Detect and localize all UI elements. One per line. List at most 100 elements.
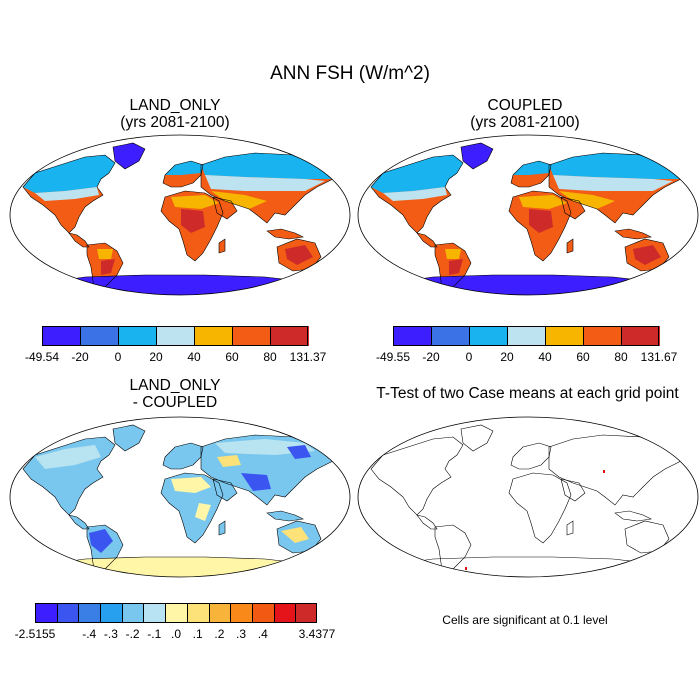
colorbar-label: -20 [71,350,89,364]
colorbar-swatch [583,326,622,346]
panel-title-line1: LAND_ONLY [129,377,221,394]
colorbar-swatch [42,326,81,346]
colorbar-divider [621,326,622,346]
panel-title-line1: T-Test of two Case means at each grid po… [376,385,679,402]
significance-note: Cells are significant at 0.1 level [442,613,608,627]
significant-cell [603,470,605,473]
colorbar-swatch [165,603,188,623]
colorbar-swatch [56,603,79,623]
colorbar-swatch [273,603,296,623]
colorbar-swatch [230,603,253,623]
panel-title-coupled: COUPLED (yrs 2081-2100) [410,97,640,131]
colorbar-swatch [251,603,275,623]
colorbar-divider [270,326,271,346]
colorbar-swatch [80,326,119,346]
colorbar-label: 131.37 [289,350,327,364]
colorbar-swatch [186,603,210,623]
colorbar-divider [251,603,253,623]
colorbar-divider [118,326,119,346]
colorbar-divider [121,603,123,623]
colorbar-label: .2 [214,627,225,641]
colorbar-label: 131.67 [640,350,678,364]
colorbar-divider [230,603,232,623]
colorbar-label: -.1 [147,627,162,641]
colorbar-label: 0 [465,350,473,364]
colorbar-label: -49.54 [24,350,60,364]
colorbar-swatch [431,326,470,346]
colorbar-divider [431,326,432,346]
colorbar-label: .0 [170,627,182,641]
significant-cell [465,567,467,570]
colorbar-swatch [621,326,660,346]
colorbar-label: 20 [149,350,163,364]
colorbar-label: 60 [576,350,590,364]
colorbar-swatch [100,603,123,623]
colorbar-label: 20 [500,350,514,364]
colorbar-divider [56,603,58,623]
map-difference [9,416,351,578]
colorbar-label: -.2 [125,627,140,641]
colorbar-divider [583,326,584,346]
colorbar-swatch [469,326,508,346]
colorbar-divider [165,603,167,623]
panel-title-line2: (yrs 2081-2100) [470,114,580,131]
colorbar-label: -.4 [82,627,97,641]
colorbar-swatch [194,326,233,346]
colorbar-label: -20 [422,350,440,364]
colorbar-frame [35,603,317,623]
colorbar-swatch [156,326,195,346]
colorbar-land-only: -49.54 -20 0 20 40 60 80 131.37 [25,326,326,366]
panel-title-land-only: LAND_ONLY (yrs 2081-2100) [60,97,290,131]
colorbar-divider [507,326,508,346]
colorbar-swatch [295,603,318,623]
colorbar-divider [143,603,145,623]
colorbar-label: -49.55 [375,350,411,364]
colorbar-swatch [78,603,101,623]
colorbar-label: .3 [236,627,247,641]
colorbar-swatch [393,326,432,346]
colorbar-difference: -2.5155 -.4 -.3 -.2 -.1 .0 .1 .2 .3 .4 3.4377 [15,603,335,643]
panel-title-difference: LAND_ONLY - COUPLED [60,377,290,411]
colorbar-divider [469,326,470,346]
colorbar-label: 40 [538,350,552,364]
colorbar-frame [393,326,659,346]
map-ttest [357,416,699,578]
panel-title-line2: - COUPLED [132,394,218,411]
colorbar-coupled: -49.55 -20 0 20 40 60 80 131.67 [376,326,677,366]
colorbar-label: 80 [263,350,277,364]
map-coupled [357,134,699,296]
colorbar-label: .4 [257,627,268,641]
colorbar-swatch [143,603,166,623]
colorbar-divider [100,603,102,623]
colorbar-label: .1 [192,627,203,641]
map-land-only [9,134,351,296]
colorbar-label: 40 [187,350,201,364]
colorbar-swatch [208,603,231,623]
panel-title-line2: (yrs 2081-2100) [120,114,230,131]
colorbar-divider [273,603,275,623]
colorbar-swatch [507,326,546,346]
colorbar-divider [208,603,210,623]
colorbar-label: 0 [114,350,122,364]
colorbar-label: 80 [614,350,628,364]
colorbar-swatch [545,326,584,346]
colorbar-label: 3.4377 [298,627,336,641]
colorbar-label: 60 [225,350,239,364]
panel-title-line1: LAND_ONLY [129,97,221,114]
figure-title: ANN FSH (W/m^2) [270,63,430,84]
colorbar-swatch [121,603,144,623]
panel-title-line1: COUPLED [487,97,563,114]
colorbar-divider [194,326,195,346]
colorbar-label: -2.5155 [14,627,56,641]
colorbar-divider [80,326,81,346]
colorbar-divider [545,326,546,346]
colorbar-swatch [35,603,58,623]
colorbar-frame [42,326,308,346]
colorbar-swatch [270,326,309,346]
colorbar-swatch [118,326,157,346]
colorbar-divider [186,603,188,623]
colorbar-divider [156,326,157,346]
colorbar-divider [232,326,233,346]
colorbar-label: -.3 [103,627,118,641]
colorbar-swatch [232,326,271,346]
